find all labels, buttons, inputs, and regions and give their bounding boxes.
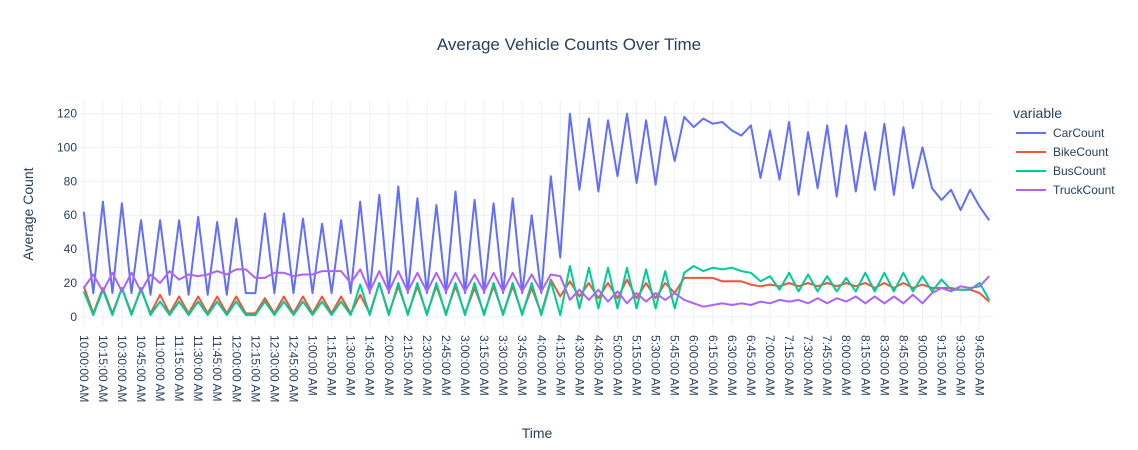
x-tick-label: 11:00:00 AM: [153, 335, 167, 402]
y-axis-title: Average Count: [20, 167, 36, 260]
x-tick-label: 10:30:00 AM: [115, 335, 129, 402]
x-tick-label: 1:30:00 AM: [344, 335, 358, 396]
x-tick-label: 3:30:00 AM: [496, 335, 510, 396]
x-tick-label: 9:00:00 AM: [915, 335, 929, 396]
x-tick-label: 1:45:00 AM: [363, 335, 377, 396]
y-tick-label: 0: [70, 310, 77, 324]
chart-title: Average Vehicle Counts Over Time: [437, 35, 701, 54]
legend-item-bikecount[interactable]: BikeCount: [1016, 145, 1109, 159]
x-tick-label: 1:00:00 AM: [306, 335, 320, 396]
x-tick-label: 9:45:00 AM: [973, 335, 987, 396]
x-tick-label: 8:45:00 AM: [896, 335, 910, 396]
y-tick-label: 120: [57, 107, 77, 121]
x-tick-label: 4:30:00 AM: [572, 335, 586, 396]
x-tick-label: 5:45:00 AM: [668, 335, 682, 396]
legend-label: BusCount: [1053, 164, 1106, 178]
x-tick-label: 3:45:00 AM: [515, 335, 529, 396]
x-tick-label: 3:00:00 AM: [458, 335, 472, 396]
x-tick-label: 9:30:00 AM: [954, 335, 968, 396]
x-tick-label: 6:15:00 AM: [706, 335, 720, 396]
x-tick-label: 7:00:00 AM: [763, 335, 777, 396]
legend-label: CarCount: [1053, 126, 1105, 140]
x-tick-label: 7:15:00 AM: [782, 335, 796, 396]
series-line-buscount: [82, 265, 991, 317]
legend-title: variable: [1013, 105, 1062, 121]
x-tick-label: 11:45:00 AM: [210, 335, 224, 402]
x-tick-label: 9:15:00 AM: [935, 335, 949, 396]
x-tick-label: 5:30:00 AM: [649, 335, 663, 396]
x-tick-label: 5:15:00 AM: [630, 335, 644, 396]
x-tick-label: 11:15:00 AM: [172, 335, 186, 402]
x-tick-label: 7:45:00 AM: [820, 335, 834, 396]
x-tick-label: 8:00:00 AM: [839, 335, 853, 396]
x-tick-label: 4:15:00 AM: [553, 335, 567, 396]
x-tick-label: 12:30:00 AM: [267, 335, 281, 402]
y-tick-label: 80: [64, 174, 78, 188]
series-lines: [82, 112, 991, 317]
x-tick-label: 11:30:00 AM: [191, 335, 205, 402]
x-tick-label: 7:30:00 AM: [801, 335, 815, 396]
legend-item-carcount[interactable]: CarCount: [1016, 126, 1105, 140]
x-tick-label: 10:00:00 AM: [77, 335, 91, 402]
legend[interactable]: variable CarCount BikeCount BusCount TruckC…: [1013, 105, 1115, 197]
x-tick-label: 10:45:00 AM: [134, 335, 148, 402]
x-tick-label: 2:00:00 AM: [382, 335, 396, 396]
x-axis-ticks: 10:00:00 AM 10:15:00 AM 10:30:00 AM 10:45:0…: [77, 335, 987, 402]
series-line-truckcount: [82, 268, 990, 308]
y-tick-label: 40: [64, 242, 78, 256]
y-tick-label: 60: [64, 208, 78, 222]
x-tick-label: 8:30:00 AM: [877, 335, 891, 396]
x-tick-label: 2:45:00 AM: [439, 335, 453, 396]
x-tick-label: 12:00:00 AM: [229, 335, 243, 402]
x-tick-label: 12:45:00 AM: [286, 335, 300, 402]
x-tick-label: 4:00:00 AM: [534, 335, 548, 396]
x-tick-label: 3:15:00 AM: [477, 335, 491, 396]
x-tick-label: 4:45:00 AM: [591, 335, 605, 396]
x-tick-label: 12:15:00 AM: [248, 335, 262, 402]
legend-item-truckcount[interactable]: TruckCount: [1016, 183, 1115, 197]
legend-label: BikeCount: [1053, 145, 1109, 159]
x-tick-label: 2:30:00 AM: [420, 335, 434, 396]
x-tick-label: 6:30:00 AM: [725, 335, 739, 396]
x-tick-label: 2:15:00 AM: [401, 335, 415, 396]
x-tick-label: 10:15:00 AM: [96, 335, 110, 402]
series-line-carcount: [82, 112, 991, 296]
x-tick-label: 6:00:00 AM: [687, 335, 701, 396]
legend-label: TruckCount: [1053, 183, 1115, 197]
x-tick-label: 5:00:00 AM: [611, 335, 625, 396]
x-tick-label: 1:15:00 AM: [325, 335, 339, 396]
y-axis-ticks: 0 20 40 60 80 100 120: [57, 107, 77, 324]
y-tick-label: 100: [57, 140, 77, 154]
y-tick-label: 20: [64, 276, 78, 290]
x-tick-label: 8:15:00 AM: [858, 335, 872, 396]
x-axis-title: Time: [522, 425, 553, 441]
legend-item-buscount[interactable]: BusCount: [1016, 164, 1106, 178]
x-tick-label: 6:45:00 AM: [744, 335, 758, 396]
